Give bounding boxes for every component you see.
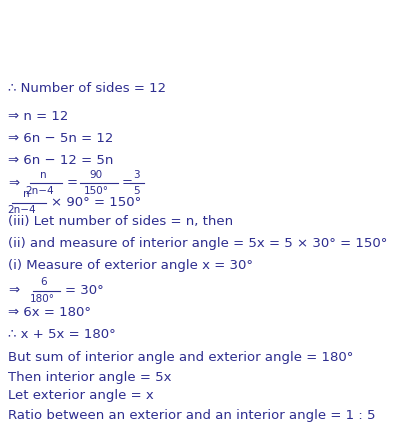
Text: 6: 6 xyxy=(41,277,47,287)
Text: Then interior angle = 5x: Then interior angle = 5x xyxy=(8,371,171,384)
Text: ⇒: ⇒ xyxy=(8,177,19,190)
Text: 2n−4: 2n−4 xyxy=(26,186,55,196)
Text: ⇒ 6n − 5n = 12: ⇒ 6n − 5n = 12 xyxy=(8,131,113,144)
Text: ⇒ 6n − 12 = 5n: ⇒ 6n − 12 = 5n xyxy=(8,153,113,166)
Text: ∴ Number of sides = 12: ∴ Number of sides = 12 xyxy=(8,82,166,95)
Text: ⇒ n = 12: ⇒ n = 12 xyxy=(8,109,68,123)
Text: ∴ x + 5x = 180°: ∴ x + 5x = 180° xyxy=(8,328,116,342)
Text: × 90° = 150°: × 90° = 150° xyxy=(51,197,141,210)
Text: n: n xyxy=(23,189,29,199)
Text: But sum of interior angle and exterior angle = 180°: But sum of interior angle and exterior a… xyxy=(8,352,354,365)
Text: 5: 5 xyxy=(133,186,139,196)
Text: = 30°: = 30° xyxy=(65,283,104,296)
Text: 2n−4: 2n−4 xyxy=(8,205,36,215)
Text: (ii) and measure of interior angle = 5x = 5 × 30° = 150°: (ii) and measure of interior angle = 5x … xyxy=(8,238,387,251)
Text: =: = xyxy=(122,177,133,190)
Text: (i) Measure of exterior angle x = 30°: (i) Measure of exterior angle x = 30° xyxy=(8,258,253,271)
Text: ⇒ 6x = 180°: ⇒ 6x = 180° xyxy=(8,306,91,320)
Text: Ratio between an exterior and an interior angle = 1 : 5: Ratio between an exterior and an interio… xyxy=(8,409,376,422)
Text: 3: 3 xyxy=(133,170,139,180)
Text: Let exterior angle = x: Let exterior angle = x xyxy=(8,390,154,403)
Text: ⇒: ⇒ xyxy=(8,283,19,296)
Text: n: n xyxy=(40,170,46,180)
Text: =: = xyxy=(67,177,78,190)
Text: 180°: 180° xyxy=(30,294,55,304)
Text: 90: 90 xyxy=(89,170,103,180)
Text: (iii) Let number of sides = n, then: (iii) Let number of sides = n, then xyxy=(8,216,233,229)
Text: 150°: 150° xyxy=(83,186,109,196)
